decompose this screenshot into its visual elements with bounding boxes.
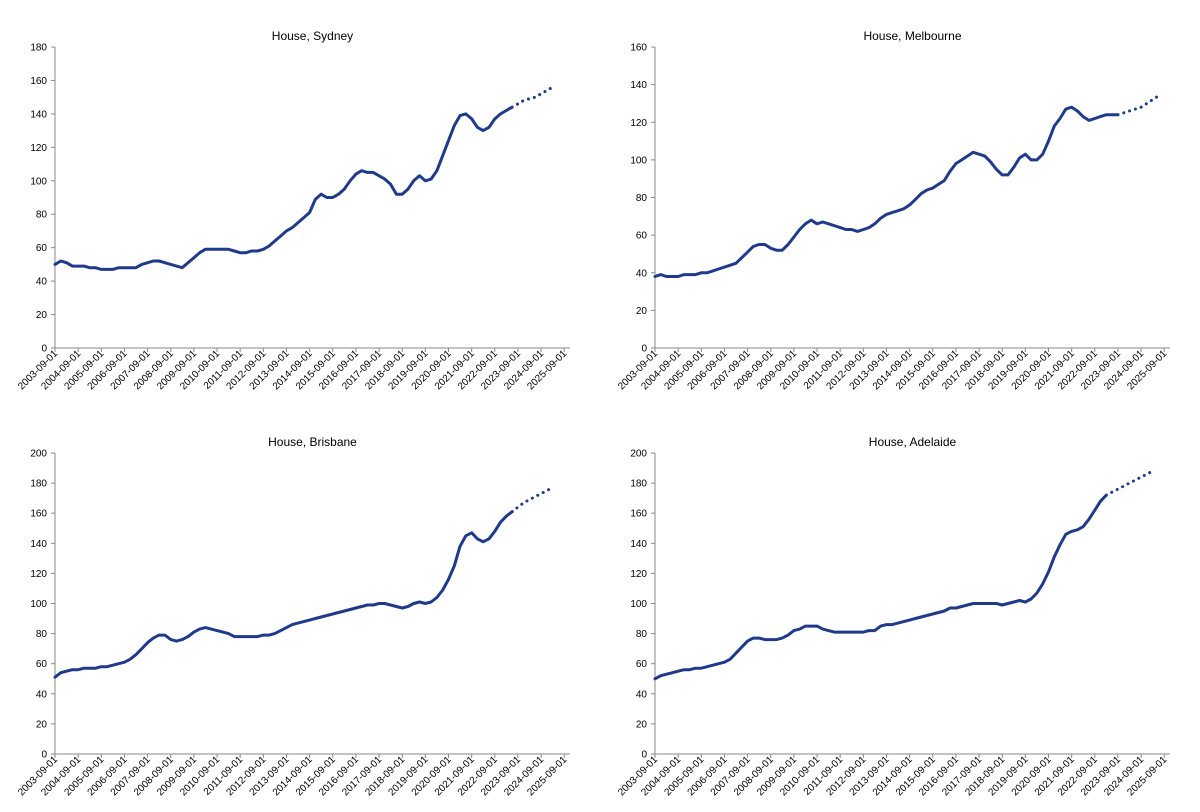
y-tick-label: 180 <box>30 479 47 490</box>
y-tick-label: 20 <box>636 306 648 317</box>
forecast-series-line <box>510 85 555 109</box>
y-tick-label: 0 <box>641 750 647 761</box>
y-tick-label: 20 <box>36 310 48 321</box>
y-tick-label: 60 <box>636 659 648 670</box>
chart-panel-sydney: House, Sydney 0 20 40 60 80 100 120 140 160 180 200… <box>0 0 600 406</box>
y-tick-label: 80 <box>636 629 648 640</box>
y-tick-label: 20 <box>636 719 648 730</box>
line-chart-melbourne: House, Melbourne020406080100120140160200… <box>616 29 1170 392</box>
series-line <box>53 105 514 271</box>
y-tick-label: 160 <box>630 43 647 54</box>
y-tick-label: 120 <box>30 569 47 580</box>
y-tick-label: 20 <box>36 719 48 730</box>
y-tick-label: 100 <box>30 176 47 187</box>
chart-panel-adelaide: House, Adelaide 0 20 40 60 80 100 120 140 160 180 2… <box>600 406 1200 812</box>
y-tick-label: 80 <box>36 629 48 640</box>
y-tick-label: 100 <box>630 155 647 166</box>
y-tick-label: 40 <box>36 689 48 700</box>
y-tick-label: 140 <box>30 109 47 120</box>
line-chart-sydney: House, Sydney020406080100120140160180200… <box>16 29 570 392</box>
y-tick-label: 160 <box>630 509 647 520</box>
series-line <box>653 105 1120 278</box>
chart-title: House, Adelaide <box>869 435 957 449</box>
series-line <box>653 493 1108 681</box>
y-tick-label: 80 <box>36 210 48 221</box>
y-tick-label: 120 <box>630 569 647 580</box>
y-tick-label: 180 <box>630 479 647 490</box>
y-tick-label: 60 <box>36 243 48 254</box>
y-tick-label: 0 <box>41 344 47 355</box>
y-tick-label: 0 <box>41 750 47 761</box>
y-tick-label: 120 <box>30 143 47 154</box>
y-tick-label: 200 <box>630 449 647 460</box>
y-tick-label: 200 <box>30 449 47 460</box>
y-tick-label: 100 <box>30 599 47 610</box>
series-line <box>53 510 514 679</box>
y-tick-label: 160 <box>30 76 47 87</box>
y-tick-label: 100 <box>630 599 647 610</box>
chart-panel-melbourne: House, Melbourne 0 20 40 60 80 100 120 140 160 200… <box>600 0 1200 406</box>
y-tick-label: 40 <box>36 277 48 288</box>
chart-title: House, Sydney <box>272 29 353 43</box>
y-tick-label: 140 <box>30 539 47 550</box>
chart-panel-brisbane: House, Brisbane 0 20 40 60 80 100 120 140 160 180 2… <box>0 406 600 812</box>
forecast-series-line <box>1116 94 1160 117</box>
y-tick-label: 120 <box>630 118 647 129</box>
line-chart-adelaide: House, Adelaide 0 20 40 60 80 100 120 140 160 180 2… <box>616 435 1170 798</box>
y-tick-label: 40 <box>636 689 648 700</box>
y-tick-label: 60 <box>36 659 48 670</box>
forecast-series-line <box>510 486 555 514</box>
y-tick-label: 180 <box>30 43 47 54</box>
y-tick-label: 140 <box>630 80 647 91</box>
y-tick-label: 80 <box>636 193 648 204</box>
y-tick-label: 140 <box>630 539 647 550</box>
line-chart-brisbane: House, Brisbane 0 20 40 60 80 100 120 140 160 180 2… <box>16 435 570 798</box>
chart-title: House, Melbourne <box>863 29 961 43</box>
y-tick-label: 0 <box>641 344 647 355</box>
y-tick-label: 40 <box>636 268 648 279</box>
y-tick-label: 60 <box>636 231 648 242</box>
y-tick-label: 160 <box>30 509 47 520</box>
forecast-series-line <box>1104 469 1155 497</box>
chart-title: House, Brisbane <box>268 435 357 449</box>
